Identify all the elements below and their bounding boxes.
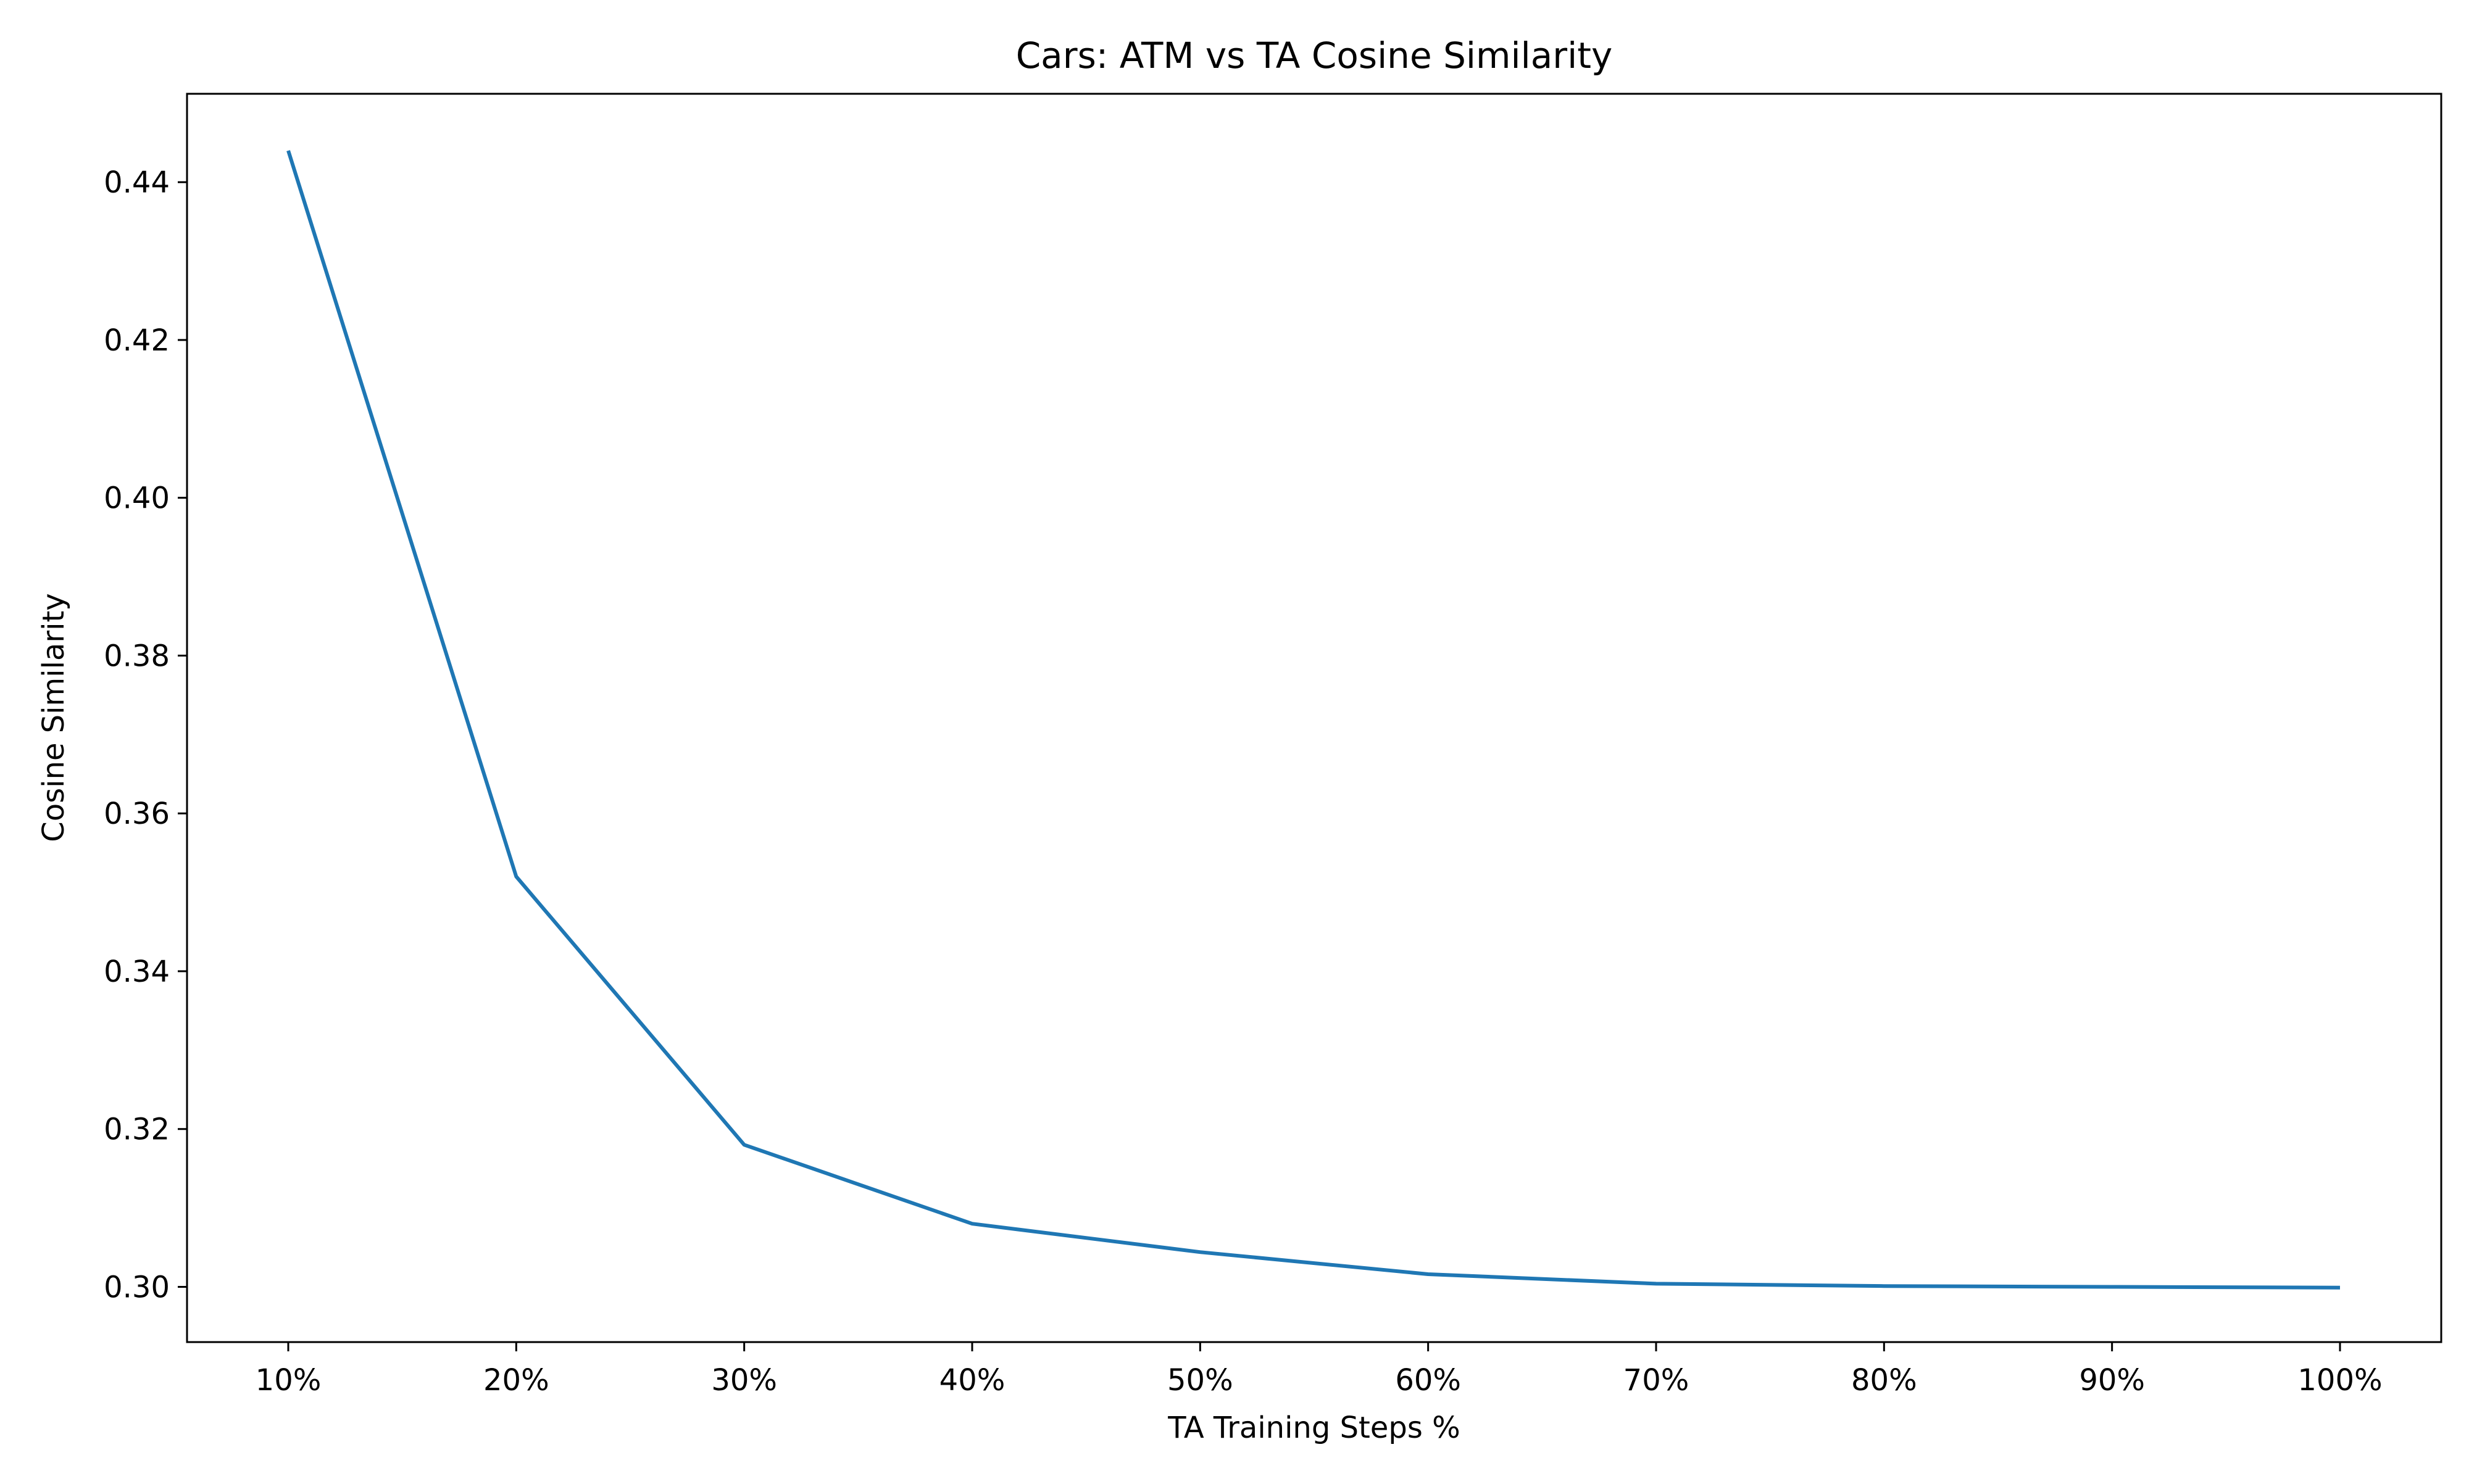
y-tick-label: 0.36 bbox=[104, 797, 170, 831]
x-tick-label: 10% bbox=[256, 1363, 322, 1398]
x-tick-label: 60% bbox=[1395, 1363, 1461, 1398]
x-tick-label: 40% bbox=[939, 1363, 1006, 1398]
y-tick-label: 0.34 bbox=[104, 955, 170, 989]
x-tick-label: 70% bbox=[1623, 1363, 1689, 1398]
x-tick-label: 100% bbox=[2297, 1363, 2382, 1398]
plot-area-frame bbox=[186, 93, 2442, 1343]
x-axis-ticks: 10% 20% 30% 40% 50% 60% 70% 80% 90% 100% bbox=[256, 1342, 2383, 1398]
x-tick-label: 80% bbox=[1851, 1363, 1917, 1398]
y-axis-label: Cosine Similarity bbox=[36, 593, 71, 842]
y-tick-label: 0.38 bbox=[104, 639, 170, 673]
y-tick-label: 0.32 bbox=[104, 1113, 170, 1147]
x-tick-label: 30% bbox=[711, 1363, 777, 1398]
chart-title: Cars: ATM vs TA Cosine Similarity bbox=[1016, 35, 1613, 77]
x-tick-label: 90% bbox=[2079, 1363, 2145, 1398]
y-tick-label: 0.30 bbox=[104, 1270, 170, 1304]
y-tick-label: 0.42 bbox=[104, 323, 170, 358]
y-tick-label: 0.44 bbox=[104, 165, 170, 200]
y-axis-ticks: 0.30 0.32 0.34 0.36 0.38 0.40 0.42 0.44 bbox=[104, 165, 187, 1304]
series-layer bbox=[286, 150, 2341, 1290]
x-axis-label: TA Training Steps % bbox=[1167, 1411, 1460, 1445]
series-line bbox=[286, 150, 2341, 1290]
y-tick-label: 0.40 bbox=[104, 481, 170, 516]
x-tick-label: 20% bbox=[483, 1363, 549, 1398]
x-tick-label: 50% bbox=[1167, 1363, 1233, 1398]
